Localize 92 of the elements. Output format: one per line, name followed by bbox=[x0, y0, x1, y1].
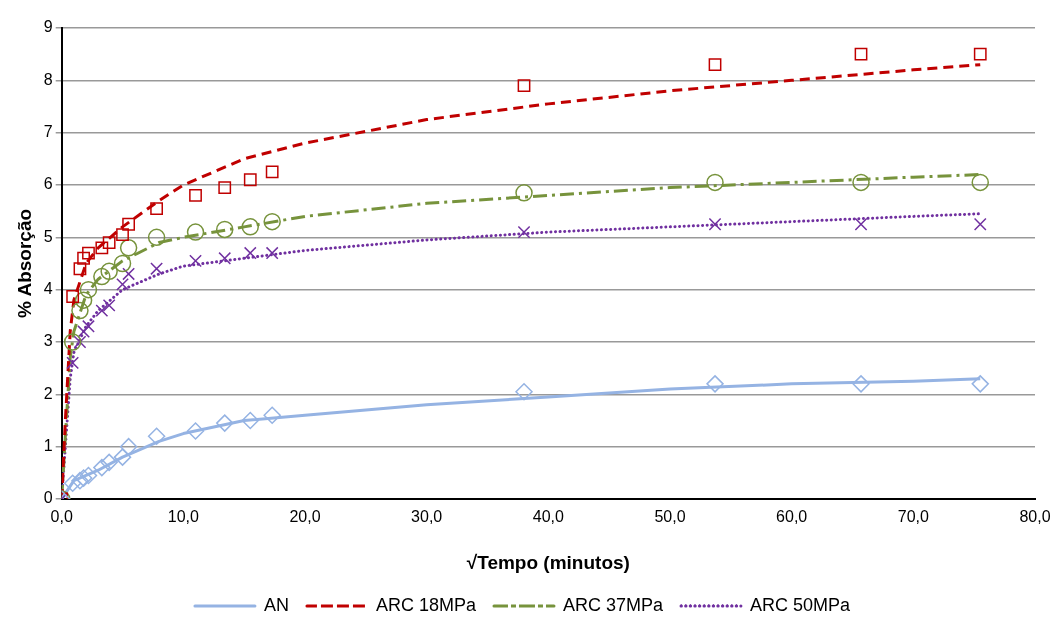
point bbox=[71, 301, 89, 320]
point bbox=[854, 217, 868, 231]
point bbox=[79, 280, 98, 299]
x-tick-label: 20,0 bbox=[289, 508, 321, 526]
y-tick-label: 8 bbox=[43, 70, 53, 88]
point bbox=[186, 422, 205, 440]
point bbox=[122, 267, 136, 281]
point bbox=[517, 79, 531, 92]
x-tick-label: 40,0 bbox=[532, 508, 565, 526]
point bbox=[218, 181, 232, 195]
point bbox=[77, 251, 91, 265]
point bbox=[973, 47, 987, 61]
point bbox=[852, 173, 870, 192]
point bbox=[852, 375, 870, 393]
point bbox=[100, 453, 118, 472]
point bbox=[116, 228, 129, 242]
point bbox=[73, 335, 87, 349]
point bbox=[82, 246, 95, 260]
point bbox=[113, 254, 132, 273]
point bbox=[102, 236, 116, 249]
legend-label: AN bbox=[263, 594, 289, 615]
y-tick-label: 6 bbox=[43, 175, 53, 193]
point bbox=[150, 202, 163, 215]
point bbox=[706, 375, 724, 393]
x-axis-title: √Tempo (minutos) bbox=[466, 551, 630, 573]
x-tick-label: 50,0 bbox=[654, 508, 686, 526]
point bbox=[189, 189, 202, 202]
point bbox=[517, 225, 531, 239]
point bbox=[77, 325, 91, 338]
point bbox=[150, 262, 163, 276]
point bbox=[93, 267, 111, 286]
point bbox=[241, 411, 260, 430]
point bbox=[82, 319, 95, 333]
point bbox=[122, 217, 136, 231]
point bbox=[218, 251, 232, 265]
point bbox=[147, 427, 166, 445]
point bbox=[73, 262, 87, 276]
point bbox=[265, 165, 279, 179]
point bbox=[113, 448, 132, 466]
point bbox=[265, 246, 279, 260]
x-tick-label: 10,0 bbox=[167, 508, 200, 526]
x-tick-label: 0,0 bbox=[50, 508, 73, 526]
point bbox=[95, 304, 109, 318]
point bbox=[515, 184, 533, 202]
y-tick-label: 7 bbox=[43, 123, 53, 141]
legend-label: ARC 37MPa bbox=[562, 594, 665, 615]
x-tick-label: 60,0 bbox=[776, 508, 808, 526]
point bbox=[215, 414, 234, 432]
point bbox=[243, 173, 257, 187]
point bbox=[66, 290, 80, 303]
y-tick-label: 3 bbox=[43, 332, 53, 350]
point bbox=[241, 218, 260, 236]
point bbox=[189, 254, 202, 268]
point bbox=[708, 217, 722, 231]
point bbox=[74, 469, 93, 487]
point bbox=[63, 333, 82, 351]
point bbox=[74, 291, 93, 309]
legend-label: ARC 50MPa bbox=[750, 594, 852, 615]
point bbox=[215, 220, 234, 239]
point bbox=[66, 356, 80, 370]
x-tick-label: 70,0 bbox=[897, 508, 930, 526]
point bbox=[147, 228, 166, 247]
point bbox=[71, 471, 89, 490]
x-tick-label: 80,0 bbox=[1019, 508, 1051, 526]
y-tick-label: 0 bbox=[43, 489, 53, 507]
point bbox=[243, 246, 257, 260]
y-tick-label: 5 bbox=[43, 227, 53, 245]
point bbox=[971, 173, 989, 192]
y-tick-label: 4 bbox=[43, 280, 53, 298]
point bbox=[63, 474, 82, 493]
point bbox=[263, 406, 281, 425]
x-tick-label: 30,0 bbox=[411, 508, 443, 526]
y-tick-label: 1 bbox=[43, 437, 53, 455]
point bbox=[100, 262, 118, 281]
point bbox=[95, 241, 109, 255]
point bbox=[973, 217, 987, 231]
point bbox=[263, 212, 281, 231]
point bbox=[515, 382, 533, 401]
point bbox=[706, 173, 724, 192]
y-tick-label: 2 bbox=[43, 384, 53, 402]
legend-label: ARC 18MPa bbox=[375, 594, 477, 615]
y-tick-label: 9 bbox=[43, 18, 53, 36]
point bbox=[93, 458, 111, 477]
y-axis-title: % Absorção bbox=[13, 208, 35, 319]
point bbox=[854, 47, 868, 61]
point bbox=[102, 298, 116, 312]
point bbox=[116, 278, 129, 291]
point bbox=[971, 375, 989, 393]
point bbox=[708, 58, 722, 72]
point bbox=[119, 239, 138, 257]
point bbox=[186, 223, 205, 241]
point bbox=[79, 466, 98, 485]
